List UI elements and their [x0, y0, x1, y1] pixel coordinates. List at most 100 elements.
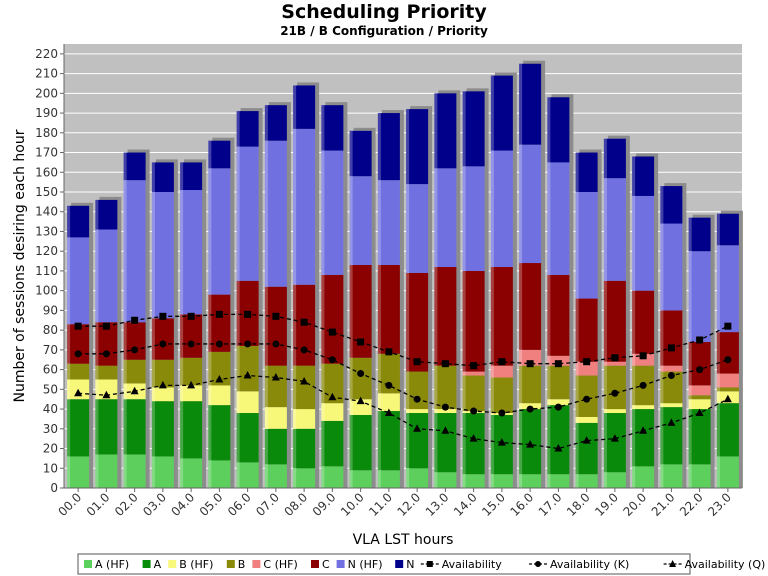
line-point — [159, 340, 167, 348]
line-point — [639, 381, 647, 389]
bar-segment — [716, 456, 739, 488]
bar-segment — [321, 105, 344, 151]
x-tick-label: 13.0 — [423, 490, 452, 519]
line-point — [639, 426, 648, 434]
bar-segment — [632, 405, 655, 410]
bar-segment — [575, 192, 598, 299]
bar-highlight — [236, 111, 240, 489]
line-point — [724, 322, 732, 330]
bar-segment — [377, 411, 400, 471]
line-point — [583, 358, 591, 366]
y-tick-label: 40 — [43, 402, 58, 416]
bar-segment — [67, 324, 90, 364]
x-tick-label: 20.0 — [620, 490, 649, 519]
bar-segment — [632, 353, 655, 366]
line-point — [639, 352, 647, 360]
bar-segment — [377, 353, 400, 394]
bar-segment — [660, 403, 683, 408]
bar-segment — [264, 286, 287, 366]
line-point — [272, 312, 280, 320]
y-tick-label: 200 — [35, 86, 58, 100]
bar-highlight — [406, 109, 410, 489]
line-point — [384, 408, 393, 417]
y-tick-label: 20 — [43, 442, 58, 456]
line-point — [300, 346, 308, 354]
bar-segment — [377, 113, 400, 181]
lines-layer — [74, 310, 732, 452]
bar-highlight — [632, 156, 636, 489]
bar-segment — [264, 407, 287, 429]
bar-segment — [95, 322, 118, 366]
bar-segment — [575, 152, 598, 192]
bar-segment — [180, 190, 203, 315]
legend-swatch — [252, 560, 261, 568]
line-point — [413, 395, 421, 403]
bar-segment — [67, 456, 90, 488]
line-point — [328, 328, 336, 336]
line-point — [272, 340, 280, 348]
line-point — [526, 440, 535, 448]
x-tick-label: 05.0 — [197, 490, 226, 519]
line-point — [328, 356, 336, 364]
legend-swatch — [168, 560, 177, 568]
y-tick-label: 130 — [35, 224, 58, 238]
bar-segment — [236, 391, 259, 414]
bar-segment — [349, 414, 372, 471]
x-tick-label: 01.0 — [84, 490, 113, 519]
bar-segment — [462, 413, 485, 475]
y-axis-title: Number of sessions desiring each hour — [12, 129, 28, 402]
bar-segment — [377, 265, 400, 354]
line-point — [497, 438, 506, 446]
bar-segment — [603, 365, 626, 410]
bar-segment — [519, 474, 542, 488]
x-tick-label: 07.0 — [253, 490, 282, 519]
line-point — [724, 356, 732, 364]
line-point — [102, 350, 110, 358]
bar-segment — [575, 474, 598, 488]
bar-highlight — [349, 130, 353, 488]
legend: A (HF) A B (HF) B C (HF) C N (HF) N Availability… — [77, 553, 765, 575]
bar-segment — [67, 237, 90, 325]
line-point — [696, 366, 704, 374]
legend-swatch — [311, 560, 319, 568]
bar-segment — [180, 314, 203, 358]
line-point — [413, 358, 421, 366]
bar-segment — [688, 251, 711, 342]
bar-segment — [293, 428, 316, 469]
line-point — [696, 336, 704, 344]
line-point — [469, 434, 478, 442]
line-point — [554, 360, 562, 368]
line-point — [131, 316, 139, 324]
line-point — [385, 381, 393, 389]
bar-segment — [293, 409, 316, 429]
bar-segment — [208, 351, 231, 386]
bar-segment — [632, 409, 655, 467]
line-point — [582, 436, 591, 444]
bar-segment — [151, 401, 174, 457]
line-point — [498, 358, 506, 366]
bar-segment — [547, 97, 570, 163]
bar-segment — [547, 162, 570, 275]
bar-segment — [349, 265, 372, 358]
line-point — [526, 405, 534, 413]
bar-segment — [180, 357, 203, 386]
legend-label: C — [322, 558, 330, 571]
bar-segment — [180, 162, 203, 191]
bar-segment — [490, 150, 513, 267]
bar-segment — [151, 318, 174, 360]
bar-segment — [688, 217, 711, 252]
line-point — [695, 408, 704, 417]
bar-segment — [603, 361, 626, 366]
bar-segment — [575, 422, 598, 475]
line-point — [583, 395, 591, 403]
bar-segment — [67, 205, 90, 238]
bar-segment — [406, 409, 429, 414]
bar-segment — [547, 405, 570, 475]
x-tick-label: 12.0 — [394, 490, 423, 519]
bar-segment — [321, 150, 344, 275]
bar-segment — [688, 464, 711, 488]
line-point — [413, 424, 422, 432]
bar-segment — [236, 413, 259, 463]
bar-segment — [660, 223, 683, 311]
line-point — [554, 444, 563, 452]
